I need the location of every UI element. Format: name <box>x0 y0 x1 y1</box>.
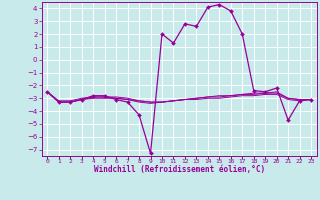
X-axis label: Windchill (Refroidissement éolien,°C): Windchill (Refroidissement éolien,°C) <box>94 165 265 174</box>
